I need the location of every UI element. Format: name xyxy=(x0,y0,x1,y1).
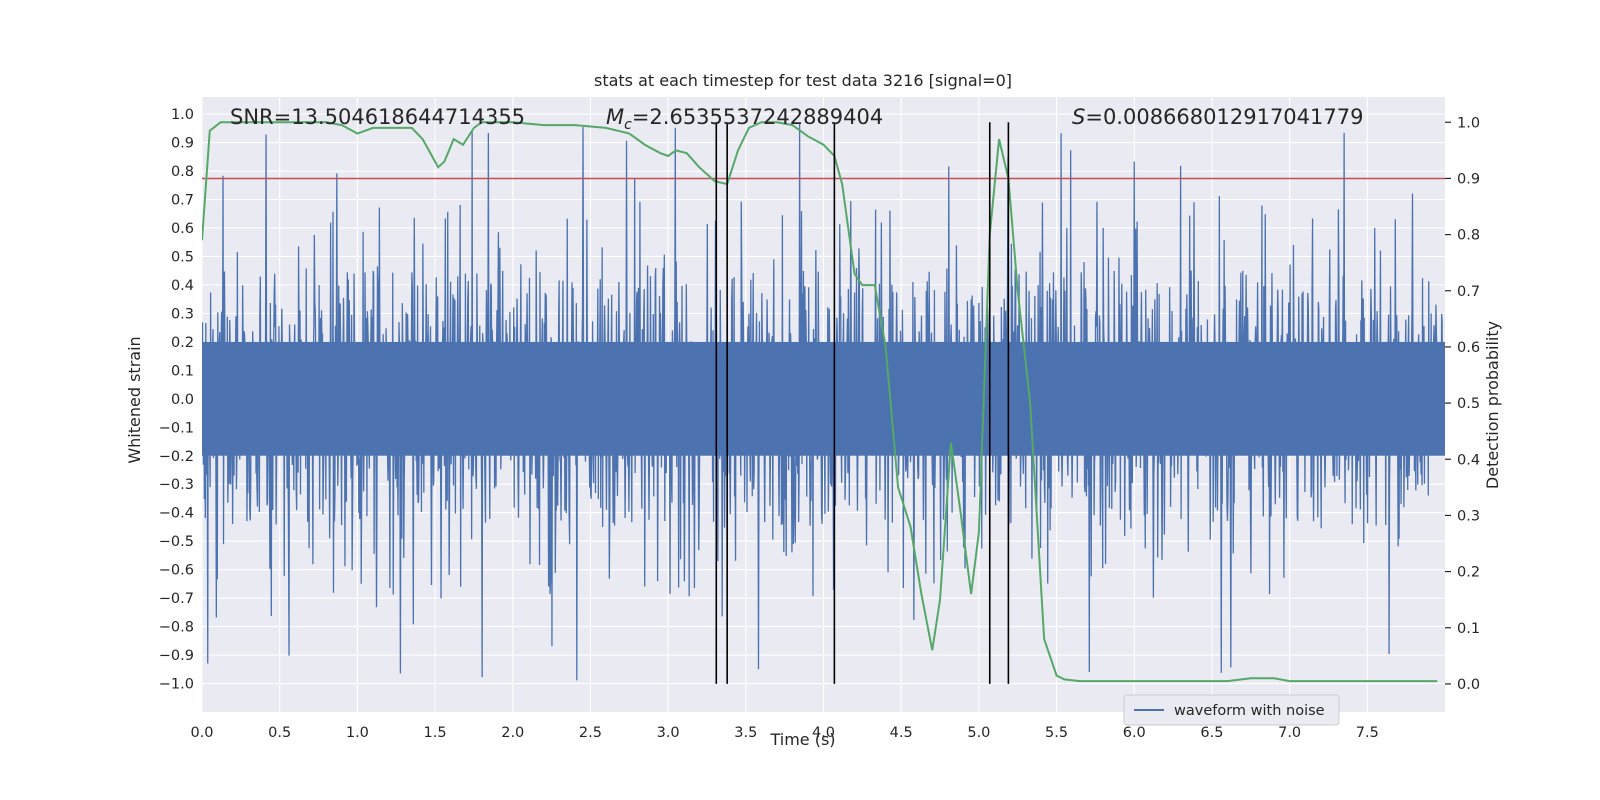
x-tick-label: 1.5 xyxy=(424,725,447,741)
x-tick-label: 0.0 xyxy=(190,725,213,741)
x-tick-label: 6.0 xyxy=(1123,725,1146,741)
x-tick-label: 5.5 xyxy=(1045,725,1068,741)
y-right-tick-label: 0.0 xyxy=(1457,677,1480,693)
y-left-tick-label: 0.8 xyxy=(171,164,194,180)
x-tick-label: 3.5 xyxy=(734,725,757,741)
y-left-tick-label: 0.0 xyxy=(171,392,194,408)
y-right-tick-label: 0.3 xyxy=(1457,508,1480,524)
s-value: =0.008668012917041779 xyxy=(1085,105,1363,129)
mc-value: =2.6535537242889404 xyxy=(632,105,883,129)
x-axis-label: Time (s) xyxy=(769,730,835,749)
x-tick-label: 4.0 xyxy=(812,725,835,741)
y-right-tick-label: 0.1 xyxy=(1457,621,1480,637)
x-tick-label: 6.5 xyxy=(1200,725,1223,741)
y-left-tick-label: 0.9 xyxy=(171,136,194,152)
x-tick-label: 4.5 xyxy=(890,725,913,741)
x-tick-label: 1.0 xyxy=(346,725,369,741)
snr-annotation: SNR=13.504618644714355 xyxy=(230,105,525,129)
y-left-tick-label: −0.5 xyxy=(159,534,194,550)
s-annotation: S=0.008668012917041779 xyxy=(1072,105,1363,129)
x-tick-label: 2.5 xyxy=(579,725,602,741)
y-left-tick-label: −0.2 xyxy=(159,449,194,465)
y-right-tick-label: 0.8 xyxy=(1457,228,1480,244)
chart-title: stats at each timestep for test data 321… xyxy=(594,71,1012,90)
waveform-line xyxy=(202,122,1445,681)
legend-label: waveform with noise xyxy=(1174,703,1325,719)
y-left-tick-label: 0.2 xyxy=(171,335,194,351)
x-tick-label: 5.0 xyxy=(967,725,990,741)
mc-symbol: M xyxy=(606,105,624,129)
x-tick-label: 7.5 xyxy=(1356,725,1379,741)
y-right-tick-label: 1.0 xyxy=(1457,115,1480,131)
s-symbol: S xyxy=(1072,105,1085,129)
y-right-tick-label: 0.5 xyxy=(1457,396,1480,412)
y-left-tick-label: −0.4 xyxy=(159,506,194,522)
y-left-tick-label: 0.7 xyxy=(171,193,194,209)
y-left-tick-label: −0.9 xyxy=(159,648,194,664)
y-right-axis-label: Detection probability xyxy=(1483,321,1502,489)
legend-box xyxy=(1123,694,1340,726)
detection-probability-line xyxy=(202,121,1438,683)
y-right-axis-ticks: 1.0 0.9 0.8 0.7 0.6 0.5 0.4 0.3 0.2 0.1 0.0 xyxy=(1445,115,1480,693)
mc-annotation: Mc=2.6535537242889404 xyxy=(606,105,883,133)
y-left-axis-label: Whitened strain xyxy=(125,336,144,463)
y-right-tick-label: 0.6 xyxy=(1457,340,1480,356)
y-left-axis-ticks: 1.0 0.9 0.8 0.7 0.6 0.5 0.4 0.3 0.2 0.1 0.0 −0.1 −0.… xyxy=(159,107,194,692)
y-left-tick-label: 0.6 xyxy=(171,221,194,237)
y-left-tick-label: 0.3 xyxy=(171,306,194,322)
y-left-tick-label: −1.0 xyxy=(159,677,194,693)
legend: waveform with noise xyxy=(1123,694,1340,726)
y-left-tick-label: 1.0 xyxy=(171,107,194,123)
x-tick-label: 7.0 xyxy=(1278,725,1301,741)
y-left-tick-label: 0.1 xyxy=(171,363,194,379)
y-right-tick-label: 0.7 xyxy=(1457,284,1480,300)
y-left-tick-label: 0.5 xyxy=(171,249,194,265)
x-tick-label: 2.0 xyxy=(501,725,524,741)
y-right-tick-label: 0.4 xyxy=(1457,452,1480,468)
y-right-tick-label: 0.9 xyxy=(1457,171,1480,187)
mc-subscript: c xyxy=(624,117,632,133)
y-left-tick-label: −0.7 xyxy=(159,591,194,607)
x-tick-label: 0.5 xyxy=(268,725,291,741)
y-left-tick-label: −0.3 xyxy=(159,477,194,493)
vertical-markers xyxy=(715,122,1010,684)
waveform-series xyxy=(202,122,1445,681)
y-left-tick-label: 0.4 xyxy=(171,278,194,294)
detection-probability-series xyxy=(202,121,1438,683)
y-right-tick-label: 0.2 xyxy=(1457,565,1480,581)
y-left-tick-label: −0.1 xyxy=(159,420,194,436)
y-left-tick-label: −0.6 xyxy=(159,563,194,579)
x-tick-label: 3.0 xyxy=(657,725,680,741)
y-left-tick-label: −0.8 xyxy=(159,620,194,636)
x-axis-ticks: 0.0 0.5 1.0 1.5 2.0 2.5 3.0 3.5 4.0 4.5 5.0 5.5 6.0 6… xyxy=(190,725,1378,741)
